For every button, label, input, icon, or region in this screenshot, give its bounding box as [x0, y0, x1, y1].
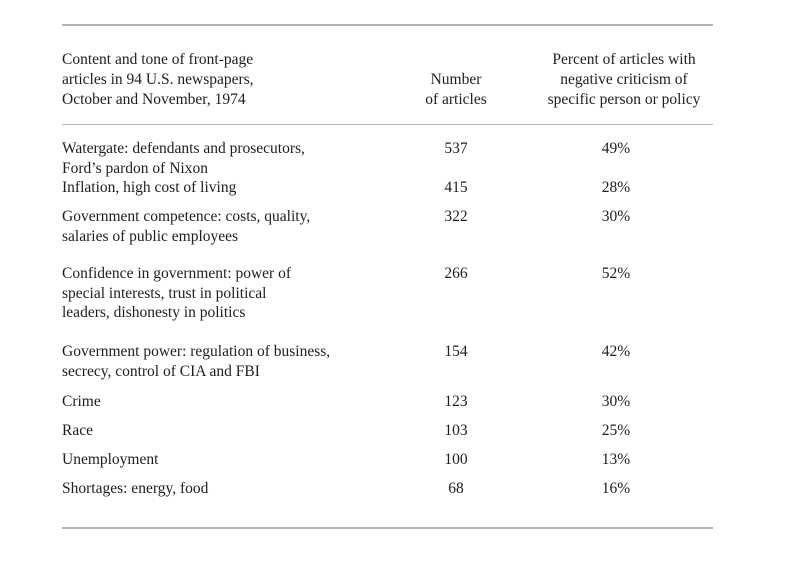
row-topic: Confidence in government: power of speci… — [62, 265, 291, 321]
row-percent: 28% — [601, 179, 631, 196]
table-row: Shortages: energy, food 68 16% — [62, 479, 713, 508]
row-count: 322 — [444, 208, 468, 225]
row-count: 537 — [444, 140, 468, 157]
row-percent: 30% — [601, 393, 631, 410]
row-count: 415 — [444, 179, 468, 196]
row-percent: 16% — [601, 480, 631, 497]
header-topic: Content and tone of front-page articles … — [62, 51, 254, 108]
header-number-of-articles: Number of articles — [425, 71, 487, 108]
row-percent: 13% — [601, 451, 631, 468]
table-row: Watergate: defendants and prosecutors, F… — [62, 139, 713, 178]
table-row: Unemployment 100 13% — [62, 450, 713, 479]
header-rule — [62, 124, 713, 125]
row-count: 154 — [444, 343, 468, 360]
row-percent: 25% — [601, 422, 631, 439]
row-topic: Government competence: costs, quality, s… — [62, 208, 311, 245]
row-topic: Crime — [62, 393, 101, 410]
table-row: Confidence in government: power of speci… — [62, 264, 713, 342]
table-bottom-rule — [62, 527, 713, 529]
row-topic: Shortages: energy, food — [62, 480, 209, 497]
row-count: 68 — [448, 480, 464, 497]
table-row: Government power: regulation of business… — [62, 342, 713, 392]
row-count: 123 — [444, 393, 468, 410]
table-row: Government competence: costs, quality, s… — [62, 207, 713, 264]
row-count: 103 — [444, 422, 468, 439]
row-percent: 52% — [601, 265, 631, 282]
row-count: 266 — [444, 265, 468, 282]
row-percent: 30% — [601, 208, 631, 225]
table-row: Inflation, high cost of living 415 28% — [62, 178, 713, 207]
table-body: Watergate: defendants and prosecutors, F… — [62, 139, 713, 508]
row-topic: Inflation, high cost of living — [62, 179, 237, 196]
row-percent: 42% — [601, 343, 631, 360]
row-percent: 49% — [601, 140, 631, 157]
row-topic: Race — [62, 422, 93, 439]
table-row: Race 103 25% — [62, 421, 713, 450]
row-topic: Watergate: defendants and prosecutors, F… — [62, 140, 305, 177]
row-topic: Government power: regulation of business… — [62, 343, 331, 380]
row-topic: Unemployment — [62, 451, 159, 468]
table-row: Crime 123 30% — [62, 392, 713, 421]
row-count: 100 — [444, 451, 468, 468]
header-percent-negative: Percent of articles with negative critic… — [547, 51, 701, 108]
table-top-rule — [62, 24, 713, 26]
